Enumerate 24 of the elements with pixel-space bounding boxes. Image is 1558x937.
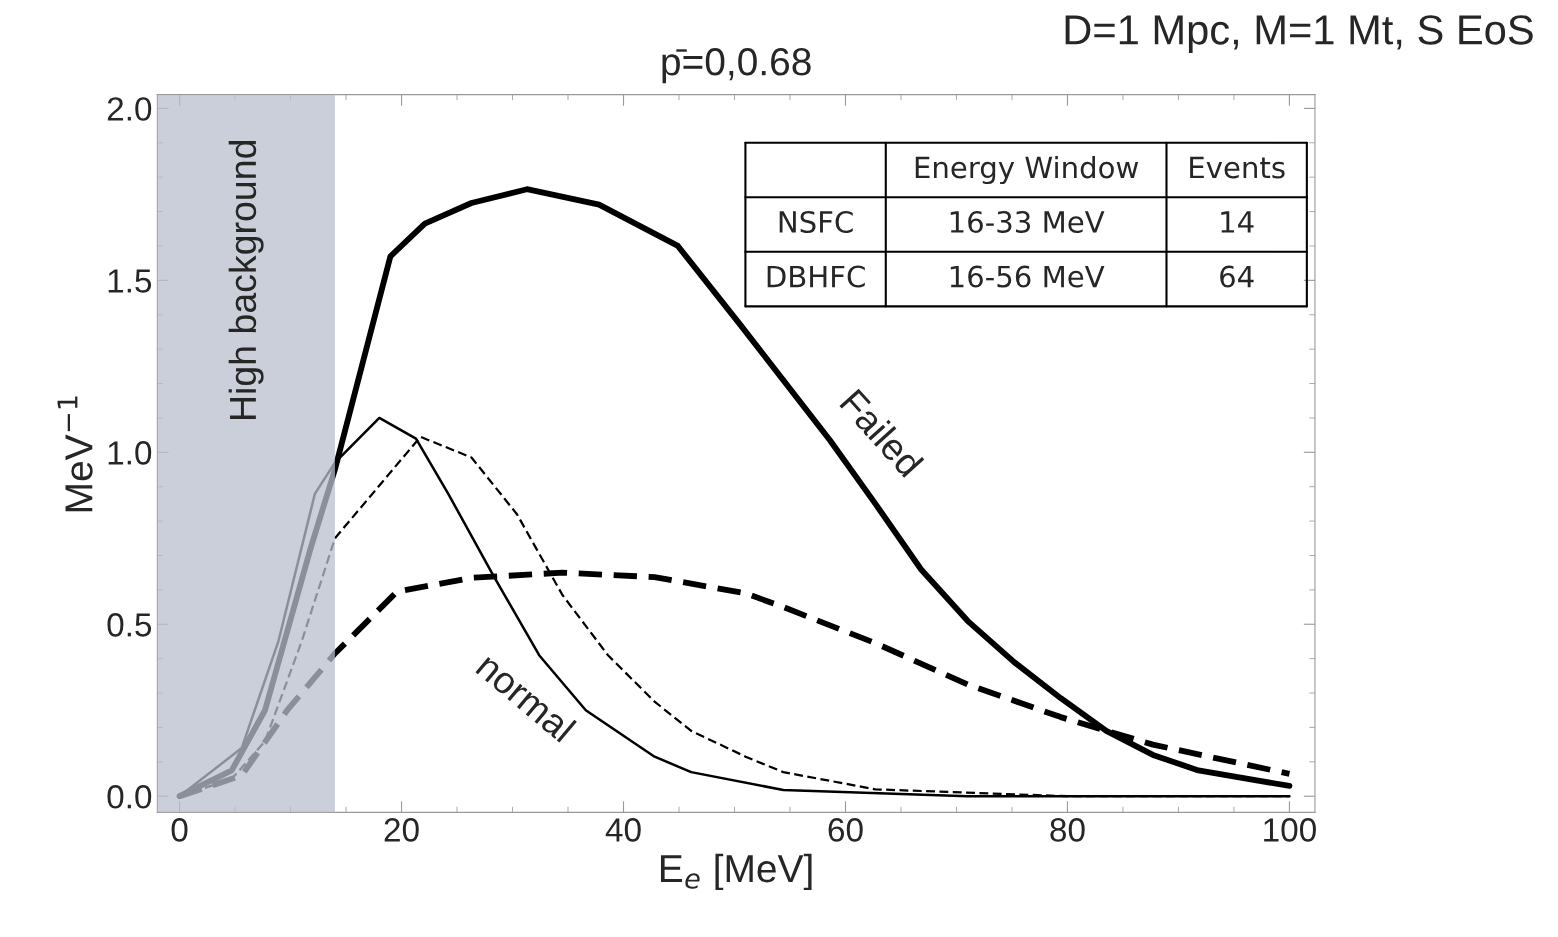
annotation: Events xyxy=(1190,156,1285,179)
y-tick-label: 1.0 xyxy=(108,441,152,465)
annotation: 16-56 MeV xyxy=(950,265,1105,288)
x-tick-label: 20 xyxy=(384,818,419,842)
x-tick-label: 40 xyxy=(605,818,641,842)
y-tick-label: 2.0 xyxy=(107,97,152,121)
annotation: DBHFC xyxy=(767,265,865,288)
x-tick-label: 60 xyxy=(828,818,863,842)
y-tick-label: 0.0 xyxy=(107,785,152,809)
annotation: NSFC xyxy=(779,210,853,234)
x-axis-title: E$_{e}$ [MeV] xyxy=(660,853,812,891)
x-tick-label: 100 xyxy=(1264,818,1316,842)
annotation: 16-33 MeV xyxy=(950,210,1105,234)
chart-subtitle: D=1 Mpc, M=1 Mt, S EoS xyxy=(1065,15,1533,53)
y-tick-label: 1.5 xyxy=(108,269,152,293)
annotation: Energy Window xyxy=(915,155,1139,185)
x-tick-label: 80 xyxy=(1050,818,1085,842)
band-label: High background xyxy=(228,140,264,420)
y-tick-label: 0.5 xyxy=(107,613,152,637)
annotation: 64 xyxy=(1220,265,1254,288)
chart-title: p̄=0,0.68 xyxy=(662,48,811,84)
y-axis-title: MeV$^{−1}$ xyxy=(57,396,93,512)
x-tick-label: 0 xyxy=(171,818,188,842)
annotation: 14 xyxy=(1221,211,1254,233)
